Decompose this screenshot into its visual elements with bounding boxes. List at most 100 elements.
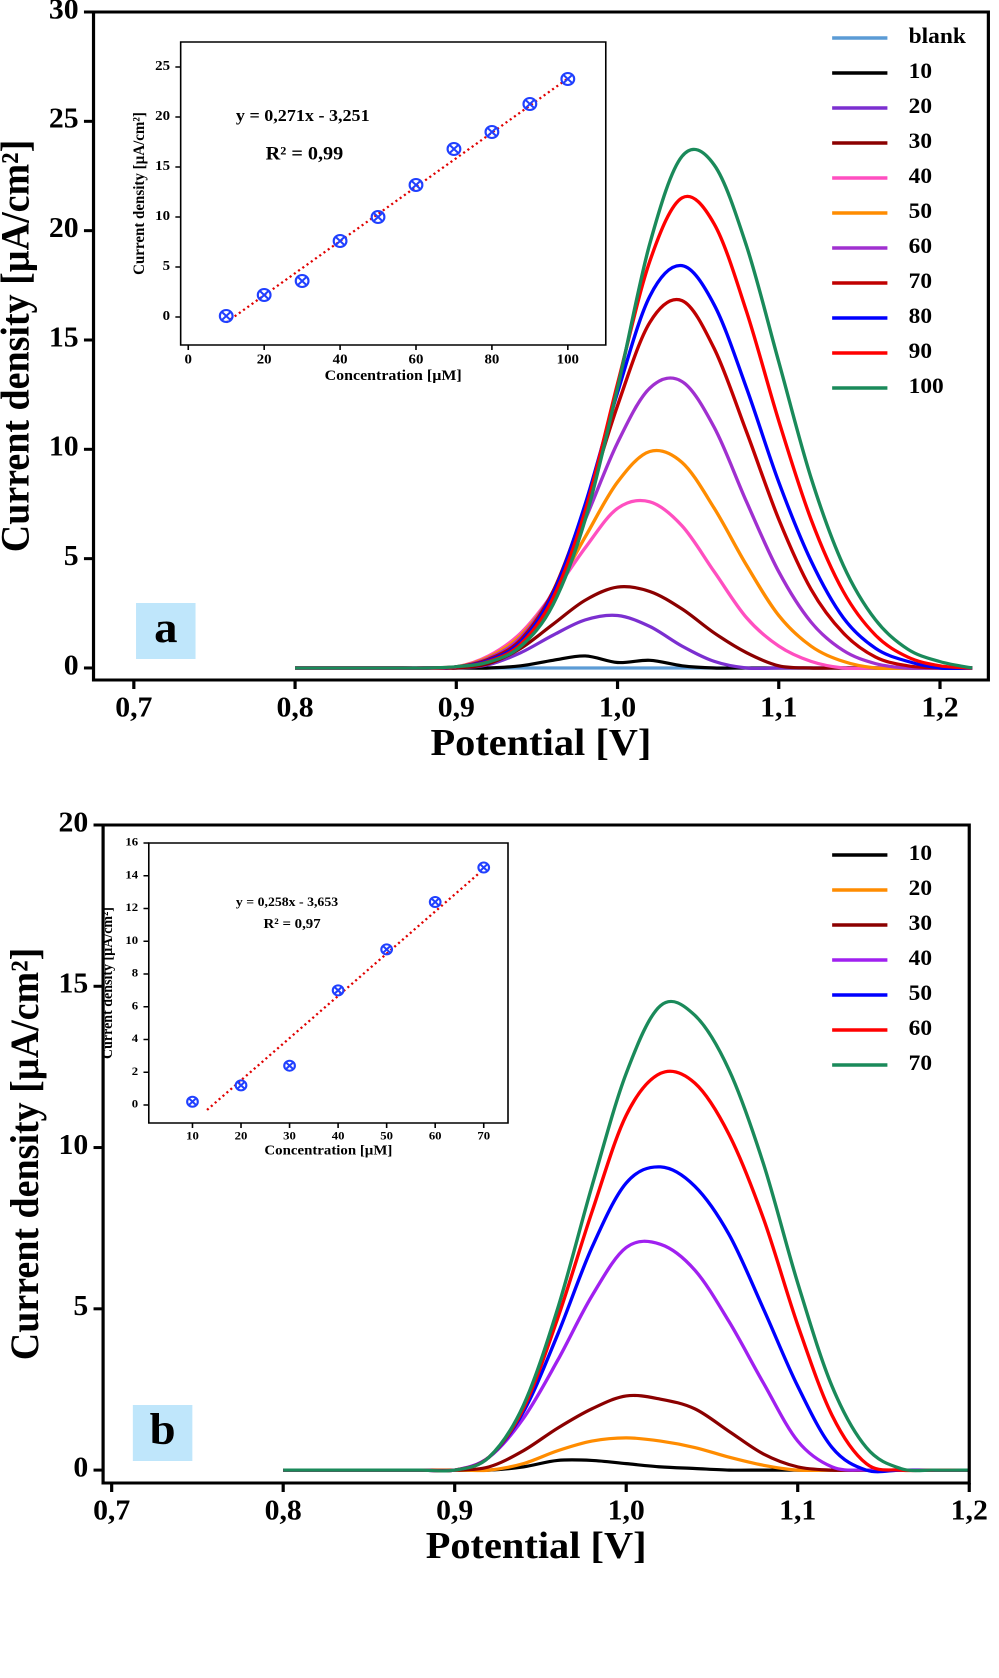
legend-label: 20 <box>909 876 932 900</box>
data-point <box>522 97 538 111</box>
marker-cross <box>524 99 536 109</box>
marker-cross <box>188 1097 197 1106</box>
x-tick-label: 1,1 <box>760 692 797 723</box>
marker-ring <box>256 288 272 302</box>
legend-label: 80 <box>909 304 932 328</box>
annotation: y = 0,258x - 3,653 <box>236 894 339 909</box>
data-point <box>560 72 576 86</box>
legend-label: 40 <box>909 946 932 970</box>
data-point <box>331 984 345 997</box>
data-point <box>428 895 442 908</box>
marker-ring <box>380 943 394 956</box>
data-point <box>283 1059 296 1072</box>
y-tick-label: 5 <box>73 1291 88 1322</box>
data-point <box>484 125 500 139</box>
marker-ring <box>477 861 491 874</box>
legend-label: 60 <box>909 234 932 258</box>
marker-cross <box>372 212 384 222</box>
y-tick-label: 20 <box>58 807 88 838</box>
data-point <box>380 943 394 956</box>
legend-label: 10 <box>909 841 932 865</box>
marker-cross <box>430 897 440 907</box>
data-line <box>295 147 973 670</box>
x-tick-label: 0,7 <box>93 1495 130 1526</box>
marker-ring <box>332 234 348 248</box>
x-tick-label: 1,2 <box>921 692 958 723</box>
data-point <box>294 274 310 288</box>
y-tick-label: 30 <box>49 0 79 25</box>
x-tick-label: 30 <box>283 1129 296 1143</box>
data-line <box>295 376 973 670</box>
x-tick-label: 60 <box>409 352 424 368</box>
marker-cross <box>236 1081 246 1090</box>
y-tick-label: 5 <box>64 541 79 572</box>
x-tick-label: 40 <box>332 1129 345 1143</box>
y-tick-label: 4 <box>132 1032 138 1046</box>
data-point <box>332 234 348 248</box>
y-tick-label: 15 <box>58 968 88 999</box>
x-tick-label: 70 <box>477 1129 490 1143</box>
marker-cross <box>562 74 574 84</box>
legend-label: blank <box>909 24 967 48</box>
data-line <box>283 999 970 1473</box>
y-tick-label: 10 <box>125 933 138 947</box>
data-point <box>234 1079 248 1092</box>
y-tick-label: 0 <box>64 650 79 681</box>
marker-cross <box>285 1061 295 1070</box>
marker-ring <box>446 142 462 156</box>
marker-ring <box>484 125 500 139</box>
x-tick-label: 80 <box>484 352 499 368</box>
y-tick-label: 14 <box>125 868 138 882</box>
data-point <box>256 288 272 302</box>
y-axis-label: Current density [µA/cm²] <box>0 140 38 552</box>
inset-background <box>148 843 509 1123</box>
marker-cross <box>221 311 232 321</box>
plot-frame <box>179 41 607 346</box>
x-tick-label: 0,9 <box>436 1495 473 1526</box>
plot-frame <box>91 10 990 682</box>
fit-line <box>206 868 485 1111</box>
x-tick-label: 1,1 <box>779 1495 816 1526</box>
data-point <box>218 309 234 323</box>
plot-frame <box>101 823 971 1485</box>
marker-ring <box>234 1079 248 1092</box>
marker-cross <box>296 276 308 286</box>
y-tick-label: 5 <box>163 259 170 275</box>
y-tick-label: 10 <box>58 1130 88 1161</box>
x-tick-label: 60 <box>429 1129 442 1143</box>
marker-cross <box>486 127 498 137</box>
legend-label: 30 <box>909 911 932 935</box>
panel-label: a <box>154 603 178 651</box>
marker-ring <box>186 1095 199 1108</box>
data-point <box>408 178 424 192</box>
x-axis-label: Concentration [µM] <box>264 1143 392 1159</box>
y-tick-label: 16 <box>125 835 138 849</box>
x-tick-label: 1,0 <box>608 1495 645 1526</box>
y-tick-label: 8 <box>132 966 138 980</box>
inset-background <box>180 42 606 345</box>
x-tick-label: 10 <box>186 1129 199 1143</box>
x-axis-label: Potential [V] <box>426 1525 647 1567</box>
y-tick-label: 2 <box>132 1064 138 1078</box>
marker-ring <box>331 984 345 997</box>
y-tick-label: 20 <box>49 213 79 244</box>
y-tick-label: 0 <box>73 1452 88 1483</box>
marker-cross <box>448 144 460 154</box>
panel-label-box <box>136 603 196 659</box>
y-tick-label: 25 <box>155 59 170 75</box>
marker-cross <box>479 863 489 872</box>
marker-ring <box>370 210 386 224</box>
x-tick-label: 0,9 <box>438 692 475 723</box>
data-point <box>370 210 386 224</box>
marker-ring <box>294 274 310 288</box>
x-tick-label: 1,2 <box>951 1495 988 1526</box>
marker-cross <box>334 236 346 246</box>
legend-label: 100 <box>909 374 944 398</box>
x-tick-label: 50 <box>380 1129 393 1143</box>
y-tick-label: 15 <box>49 322 79 353</box>
legend-label: 60 <box>909 1016 932 1040</box>
data-line <box>283 1165 970 1474</box>
annotation: R² = 0,97 <box>264 917 321 933</box>
y-axis-label: Current density [µA/cm²] <box>99 907 115 1059</box>
legend-label: 20 <box>909 94 932 118</box>
